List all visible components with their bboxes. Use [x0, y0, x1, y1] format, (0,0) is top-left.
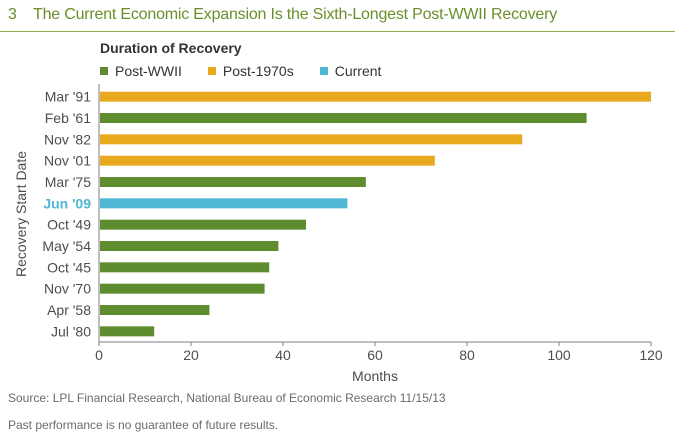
x-tick-label-6: 120	[639, 347, 663, 363]
legend-title: Duration of Recovery	[100, 40, 242, 56]
bar-10	[100, 305, 210, 315]
bar-8	[100, 262, 270, 273]
x-tick-label-3: 60	[367, 347, 383, 363]
category-label-3: Nov '01	[44, 153, 91, 169]
bar-9	[100, 283, 265, 294]
category-label-10: Apr '58	[47, 302, 91, 318]
legend-swatch-current	[319, 67, 328, 75]
legend-item-post-wwii: Post-WWII	[100, 63, 182, 79]
x-tick-label-1: 20	[183, 347, 199, 363]
bar-6	[100, 219, 306, 230]
legend-label-post-wwii: Post-WWII	[115, 63, 182, 79]
bar-11	[100, 326, 155, 337]
x-tick-label-5: 100	[547, 347, 571, 363]
x-tick-label-4: 80	[459, 347, 475, 363]
chart-title: The Current Economic Expansion Is the Si…	[33, 6, 557, 23]
x-axis-title: Months	[352, 368, 398, 384]
legend: Post-WWII Post-1970s Current	[100, 62, 381, 80]
y-axis-title: Recovery Start Date	[13, 151, 29, 277]
legend-swatch-post-wwii	[100, 67, 108, 75]
category-label-1: Feb '61	[45, 110, 91, 126]
category-label-6: Oct '49	[47, 217, 91, 233]
x-tick-label-2: 40	[275, 347, 291, 363]
category-label-7: May '54	[42, 238, 91, 254]
category-label-0: Mar '91	[45, 89, 91, 105]
chart-number: 3	[8, 6, 17, 23]
category-label-2: Nov '82	[44, 131, 91, 147]
category-label-9: Nov '70	[44, 281, 91, 297]
bar-0	[100, 91, 651, 102]
bar-1	[100, 113, 587, 123]
bar-3	[100, 155, 435, 166]
legend-item-post-1970s: Post-1970s	[207, 63, 294, 79]
legend-item-current: Current	[319, 63, 382, 79]
legend-swatch-post-1970s	[207, 67, 216, 75]
title-bar: 3 The Current Economic Expansion Is the …	[0, 0, 675, 32]
legend-label-current: Current	[334, 63, 382, 79]
bar-2	[100, 134, 523, 145]
bar-7	[100, 241, 279, 251]
x-tick-label-0: 0	[95, 347, 103, 363]
bar-4	[100, 177, 366, 187]
bar-5	[100, 198, 348, 209]
category-label-8: Oct '45	[47, 259, 91, 275]
title-divider	[0, 31, 675, 32]
category-label-11: Jul '80	[51, 323, 91, 339]
source-note: Source: LPL Financial Research, National…	[8, 391, 446, 405]
category-label-4: Mar '75	[45, 174, 91, 190]
disclaimer-note: Past performance is no guarantee of futu…	[8, 418, 279, 432]
category-label-5: Jun '09	[43, 195, 91, 211]
legend-label-post-1970s: Post-1970s	[222, 63, 294, 79]
